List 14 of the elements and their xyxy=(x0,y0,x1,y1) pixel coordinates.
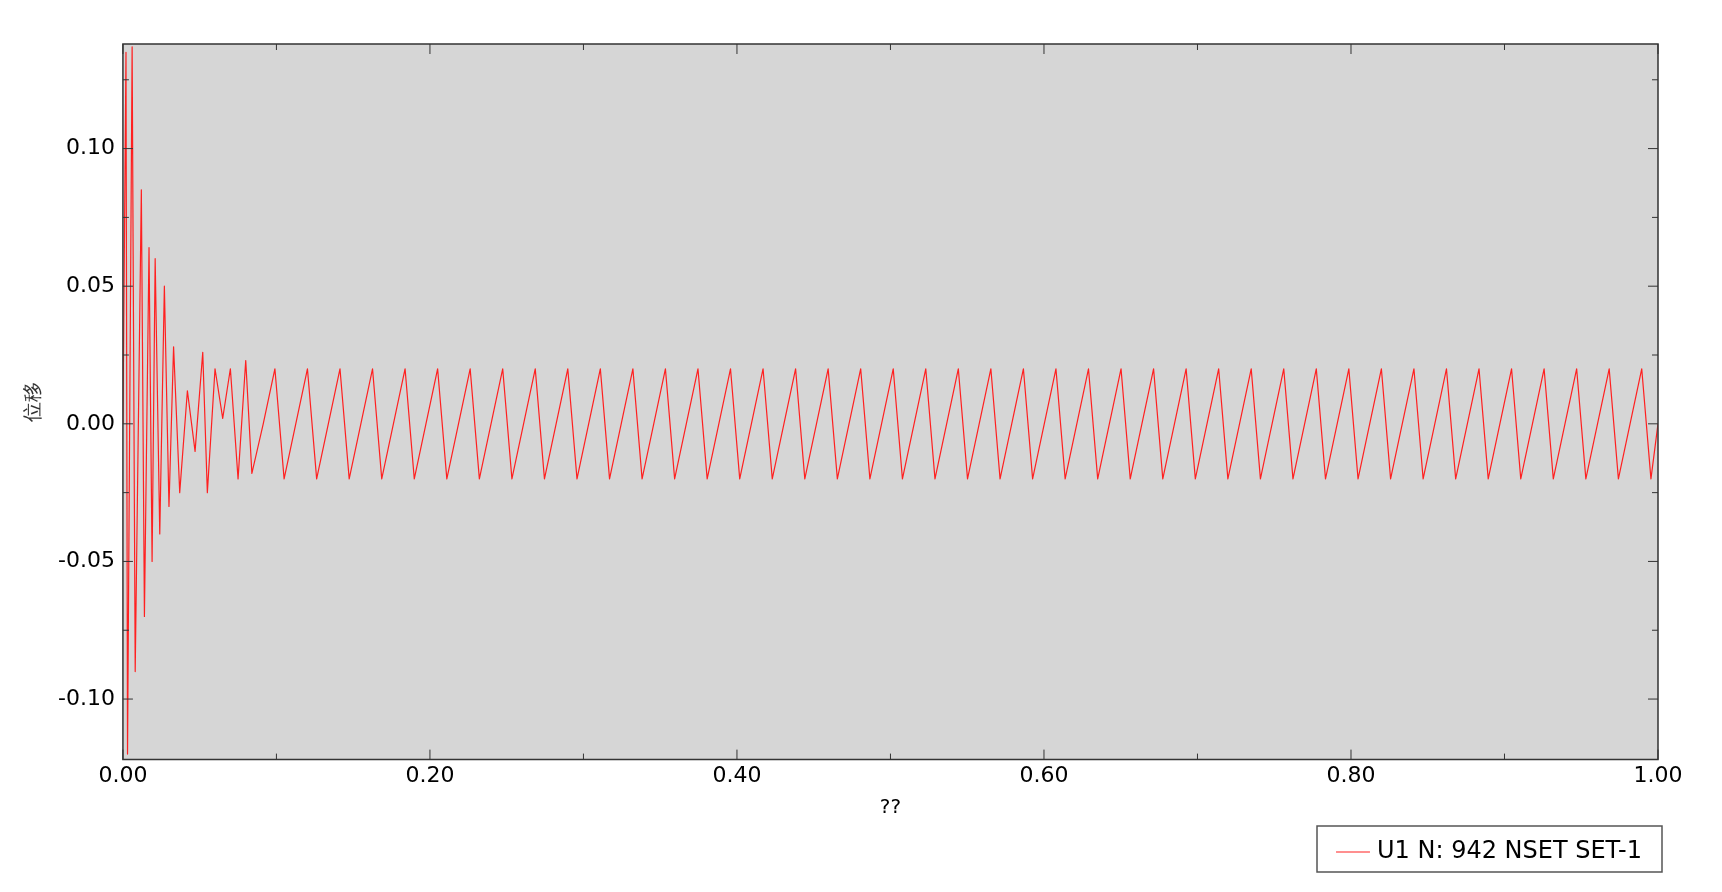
x-tick-label: 0.60 xyxy=(1019,761,1069,787)
x-tick-label: 0.80 xyxy=(1326,761,1376,787)
y-tick-label: 0.05 xyxy=(65,271,115,297)
y-tick-label: -0.10 xyxy=(57,684,115,710)
x-axis-title: ?? xyxy=(879,794,902,819)
y-tick-label: 0.10 xyxy=(65,134,115,160)
y-tick-label: 0.00 xyxy=(65,409,115,435)
legend-label: U1 N: 942 NSET SET-1 xyxy=(1377,836,1642,865)
x-tick-label: 0.20 xyxy=(405,761,455,787)
x-tick-label: 0.00 xyxy=(98,761,148,787)
y-tick-label: -0.05 xyxy=(57,547,115,573)
y-axis-title: 位移 xyxy=(20,381,45,422)
x-tick-label: 1.00 xyxy=(1633,761,1683,787)
x-tick-label: 0.40 xyxy=(712,761,762,787)
